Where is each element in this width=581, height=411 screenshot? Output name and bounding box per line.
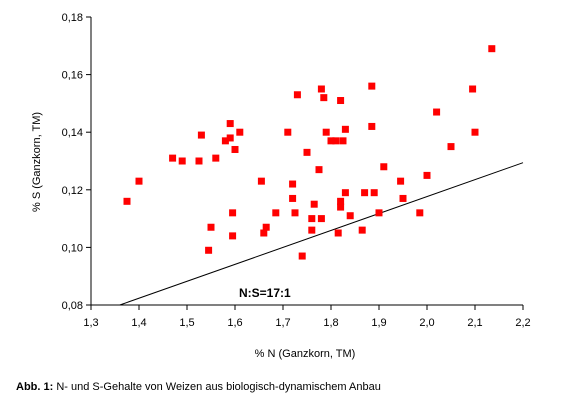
data-point [298,252,306,260]
x-tick-label: 1,8 [323,317,338,329]
data-point [380,163,388,171]
data-point [332,137,340,145]
ratio-annotation: N:S=17:1 [239,286,291,300]
x-tick-label: 1,5 [179,317,194,329]
data-point [226,134,234,142]
x-tick-label: 1,7 [275,317,290,329]
y-tick-label: 0,16 [62,70,83,82]
data-point [368,82,376,90]
data-point [447,143,455,151]
data-point [308,215,316,223]
data-point [469,85,477,93]
x-tick-label: 1,6 [227,317,242,329]
data-point [317,215,325,223]
data-point [334,229,342,237]
data-point [123,197,131,205]
data-point [291,209,299,217]
y-tick-label: 0,18 [62,12,83,24]
data-point [433,108,441,116]
data-point [284,128,292,136]
data-point [205,246,213,254]
data-point [368,122,376,130]
data-point [207,223,215,231]
ratio-line-group [119,162,524,306]
data-point [303,148,311,156]
data-point [399,194,407,202]
data-point [488,45,496,53]
data-point [289,180,297,188]
caption-text: N- und S-Gehalte von Weizen aus biologis… [53,381,381,393]
x-axis-ticks: 1,3 1,4 1,5 1,6 1,7 1,8 1,9 2,0 2,1 2,2 [83,305,531,329]
data-point [416,209,424,217]
ratio-line [119,162,524,306]
data-point [221,137,229,145]
y-tick-label: 0,14 [62,127,83,139]
x-tick-label: 1,9 [371,317,386,329]
data-point [257,177,265,185]
data-point [178,157,186,165]
data-point [322,128,330,136]
x-tick-label: 1,4 [131,317,146,329]
data-point [212,154,220,162]
data-point [262,223,270,231]
x-tick-label: 2,1 [467,317,482,329]
x-axis-label: % N (Ganzkorn, TM) [255,348,356,360]
data-point [272,209,280,217]
data-point [423,171,431,179]
data-point [358,226,366,234]
data-point [289,194,297,202]
data-point [231,145,239,153]
figure-caption: Abb. 1: N- und S-Gehalte von Weizen aus … [16,381,381,393]
y-tick-label: 0,12 [62,185,83,197]
data-point [370,189,378,197]
data-point [226,120,234,128]
data-point [197,131,205,139]
data-point [337,203,345,211]
data-point [315,166,323,174]
data-point [169,154,177,162]
x-tick-label: 2,2 [515,317,530,329]
data-point [135,177,143,185]
data-point [346,212,354,220]
data-point [260,229,268,237]
y-tick-label: 0,08 [62,300,83,312]
data-point [317,85,325,93]
data-point [320,94,328,102]
data-points [123,45,496,260]
data-point [310,200,318,208]
plot-axes [90,17,523,306]
x-tick-label: 2,0 [419,317,434,329]
data-point [236,128,244,136]
data-point [337,97,345,105]
data-point [471,128,479,136]
data-point [397,177,405,185]
data-point [327,137,335,145]
data-point [308,226,316,234]
caption-label: Abb. 1: [16,381,54,393]
y-tick-label: 0,10 [62,242,83,254]
x-tick-label: 1,3 [83,317,98,329]
data-point [229,209,237,217]
y-axis-label: % S (Ganzkorn, TM) [31,112,43,212]
data-point [339,137,347,145]
y-axis-ticks: 0,08 0,10 0,12 0,14 0,16 0,18 [62,12,91,312]
data-point [341,125,349,133]
data-point [229,232,237,240]
data-point [375,209,383,217]
scatter-chart: 0,08 0,10 0,12 0,14 0,16 0,18 1,3 1,4 1,5 1,6 1,7… [31,12,531,360]
data-point [361,189,369,197]
data-point [293,91,301,99]
data-point [341,189,349,197]
data-point [337,197,345,205]
data-point [195,157,203,165]
